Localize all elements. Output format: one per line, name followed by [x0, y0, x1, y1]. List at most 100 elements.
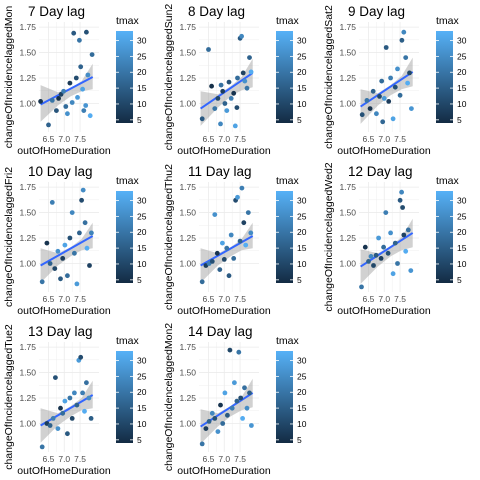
colorbar	[276, 31, 293, 123]
x-tick-label: 7.0	[58, 294, 70, 304]
x-tick-label: 7.0	[378, 294, 390, 304]
colorbar-tick-label: 25	[457, 211, 467, 221]
scatter-point	[206, 47, 211, 52]
y-tick-label: 1.00	[19, 98, 36, 108]
scatter-point	[364, 98, 370, 103]
colorbar-tick-label: 10	[297, 259, 307, 269]
scatter-point	[69, 416, 75, 421]
scatter-point	[212, 106, 218, 111]
y-axis-title: changeOfIncidencelaggedTue2	[3, 324, 15, 470]
colorbar-tick-label: 15	[297, 403, 307, 413]
y-axis-title: changeOfIncidencelaggedMon	[3, 6, 15, 149]
x-axis-title: outOfHomeDuration	[177, 465, 271, 477]
scatter-point	[67, 395, 73, 401]
scatter-point	[235, 75, 240, 81]
x-axis-title: outOfHomeDuration	[17, 145, 111, 157]
scatter-point	[44, 240, 50, 246]
colorbar-tick-label: 5	[137, 435, 142, 445]
scatter-point	[206, 419, 212, 424]
y-axis-title: changeOfIncidencelaggedFri2	[3, 167, 15, 307]
y-tick-label: 1.25	[19, 233, 36, 243]
scatter-point	[371, 263, 376, 268]
colorbar-legend: tmax 5 10 15 20 25 30	[276, 335, 307, 445]
scatter-point	[220, 88, 226, 94]
scatter-point	[212, 416, 218, 421]
y-tick-label: 1.00	[19, 258, 36, 268]
colorbar-tick-label: 25	[137, 371, 147, 381]
scatter-point	[63, 104, 69, 109]
scatter-point	[54, 108, 59, 113]
scatter-point	[84, 245, 90, 251]
scatter-point	[56, 96, 61, 101]
scatter-point	[220, 421, 226, 426]
colorbar-tick-label: 20	[457, 67, 467, 77]
scatter-point	[67, 235, 73, 241]
scatter-point	[378, 256, 384, 261]
panel-title: 14 Day lag	[188, 324, 253, 339]
scatter-point	[39, 444, 45, 450]
scatter-point	[62, 242, 68, 248]
scatter-point	[224, 245, 230, 251]
scatter-point	[81, 108, 87, 113]
scatter-point	[215, 429, 221, 434]
scatter-point	[80, 187, 86, 193]
scatter-point	[383, 210, 389, 215]
data-points	[199, 33, 254, 129]
colorbar-tick-label: 20	[137, 227, 147, 237]
scatter-point	[235, 194, 240, 200]
scatter-point	[39, 279, 45, 285]
scatter-point	[215, 96, 221, 101]
scatter-point	[409, 106, 414, 111]
scatter-point	[247, 55, 252, 60]
colorbar-tick-label: 20	[137, 387, 147, 397]
colorbar-tick-label: 5	[137, 115, 142, 125]
scatter-point	[78, 64, 84, 70]
scatter-point	[381, 96, 387, 101]
colorbar	[116, 191, 133, 283]
data-points	[359, 189, 414, 290]
scatter-point	[366, 259, 371, 264]
scatter-point	[53, 375, 58, 380]
y-tick-label: 1.50	[179, 48, 196, 58]
scatter-point	[232, 380, 237, 386]
scatter-point	[85, 72, 91, 78]
scatter-point	[373, 252, 379, 258]
scatter-point	[58, 405, 63, 411]
confidence-ribbon	[360, 57, 413, 124]
colorbar-tick-label: 15	[457, 243, 467, 253]
scatter-point	[80, 390, 85, 396]
colorbar-tick-label: 15	[137, 243, 147, 253]
x-tick-label: 6.5	[363, 294, 375, 304]
y-tick-label: 1.50	[339, 48, 356, 58]
scatter-point	[60, 256, 66, 261]
scatter-point	[73, 75, 79, 81]
colorbar-tick-label: 20	[137, 67, 147, 77]
scatter-point	[395, 261, 400, 266]
y-axis-title: changeOfIncidencelaggedSat2	[323, 5, 335, 149]
x-tick-label: 7.0	[58, 454, 70, 464]
x-tick-label: 7.5	[234, 294, 246, 304]
x-tick-label: 7.5	[74, 454, 86, 464]
x-tick-label: 7.5	[234, 454, 246, 464]
colorbar-tick-label: 5	[457, 115, 462, 125]
scatter-point	[240, 70, 246, 76]
scatter-point	[239, 185, 245, 191]
scatter-point	[380, 119, 386, 125]
colorbar-tick-label: 30	[297, 36, 307, 46]
legend-title: tmax	[276, 15, 300, 27]
legend-title: tmax	[436, 175, 460, 187]
scatter-point	[47, 261, 53, 266]
trend-line	[40, 76, 94, 106]
x-tick-label: 6.5	[43, 454, 55, 464]
x-tick-label: 6.5	[43, 134, 55, 144]
x-axis-title: outOfHomeDuration	[177, 145, 271, 157]
colorbar-legend: tmax 5 10 15 20 25 30	[276, 175, 307, 285]
scatter-point	[55, 426, 61, 431]
x-axis-title: outOfHomeDuration	[337, 305, 431, 317]
colorbar	[276, 191, 293, 283]
facet-panel-4: 10 Day lag 1.00 1.25 1.50 1.75 6.5 7.0 7.5outOf…	[3, 164, 147, 317]
scatter-point	[403, 248, 409, 254]
scatter-point	[199, 441, 205, 447]
legend-title: tmax	[116, 15, 140, 27]
x-tick-label: 7.0	[218, 294, 230, 304]
